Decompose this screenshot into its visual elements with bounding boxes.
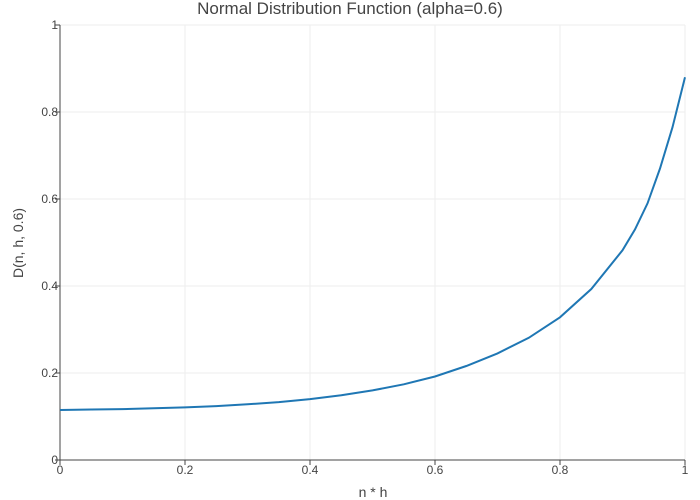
y-tick-label: 0.8 [41,105,58,119]
chart-title: Normal Distribution Function (alpha=0.6) [197,0,503,18]
y-tick-label: 0.6 [41,192,58,206]
y-axis-label: D(n, h, 0.6) [10,208,26,278]
axes: 0 0.2 0.4 0.6 0.8 1 0 0.2 0.4 0.6 0.8 1 [41,18,688,477]
y-tick-label: 1 [51,18,58,32]
series-line [59,76,686,411]
x-tick-label: 0.8 [552,463,569,477]
x-tick-label: 0 [57,463,64,477]
series-layer [59,76,686,411]
x-tick-label: 0.2 [177,463,194,477]
grid [60,24,686,460]
x-tick-label: 0.4 [302,463,319,477]
y-tick-label: 0.2 [41,366,58,380]
y-tick-label: 0.4 [41,279,58,293]
y-tick-label: 0 [51,453,58,467]
x-tick-label: 0.6 [427,463,444,477]
x-axis-label: n * h [359,484,388,500]
x-tick-label: 1 [682,463,689,477]
